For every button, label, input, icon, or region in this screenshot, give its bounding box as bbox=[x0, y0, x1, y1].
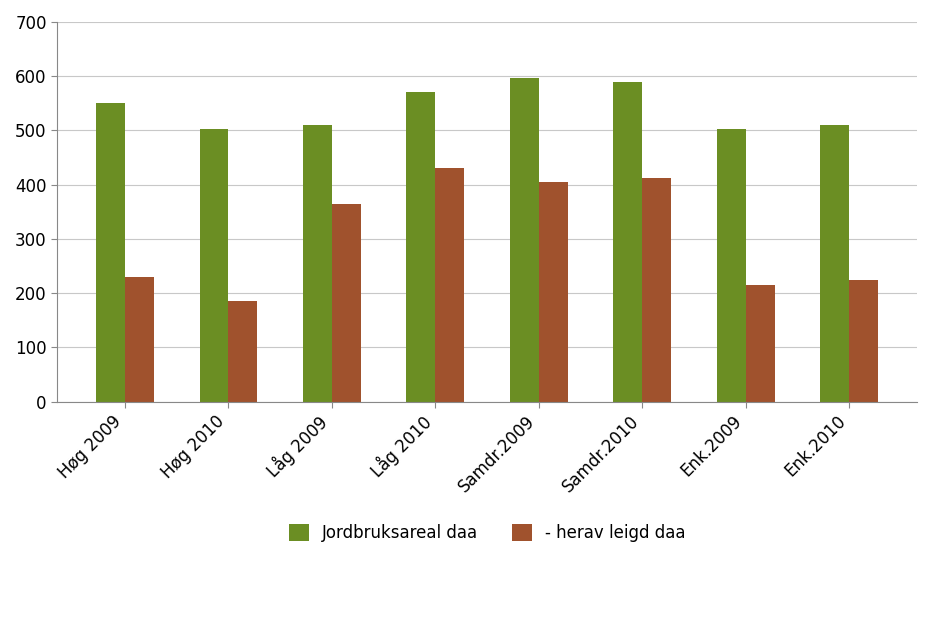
Legend: Jordbruksareal daa, - herav leigd daa: Jordbruksareal daa, - herav leigd daa bbox=[289, 523, 685, 542]
Bar bbox=[406, 93, 435, 401]
Bar bbox=[199, 129, 228, 401]
Bar bbox=[96, 104, 125, 401]
Bar bbox=[510, 78, 539, 401]
Bar bbox=[820, 125, 849, 401]
Bar bbox=[303, 125, 332, 401]
Bar bbox=[642, 178, 671, 401]
Bar bbox=[228, 301, 257, 401]
Bar bbox=[125, 277, 154, 401]
Bar bbox=[746, 285, 774, 401]
Bar bbox=[613, 82, 642, 401]
Bar bbox=[332, 204, 361, 401]
Bar bbox=[435, 168, 464, 401]
Bar bbox=[717, 129, 746, 401]
Bar bbox=[849, 280, 878, 401]
Bar bbox=[539, 182, 568, 401]
